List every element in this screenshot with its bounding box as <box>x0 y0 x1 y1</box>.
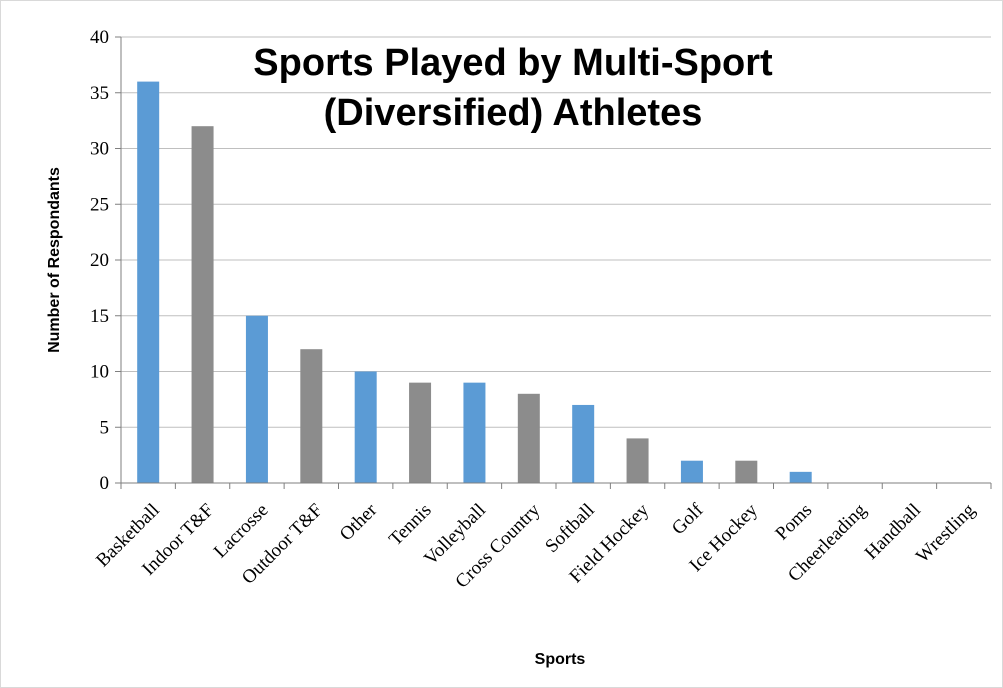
y-axis-label: Number of Respondants <box>46 167 63 353</box>
bar-other <box>354 371 377 483</box>
y-tick-label: 15 <box>90 306 109 327</box>
bar-lacrosse <box>245 315 268 483</box>
chart-title-line-2: (Diversified) Athletes <box>324 92 703 134</box>
bar-volleyball <box>463 382 486 483</box>
axes <box>115 36 992 489</box>
y-tick-label: 20 <box>90 250 109 271</box>
bar-softball <box>572 404 595 483</box>
y-tick-labels: 0 5 10 15 20 25 30 35 40 <box>90 27 109 494</box>
y-tick-label: 25 <box>90 194 109 215</box>
bars <box>137 81 812 483</box>
bar-golf <box>680 460 703 483</box>
bar-ice-hockey <box>735 460 758 483</box>
bar-cross-country <box>517 393 540 483</box>
y-tick-label: 5 <box>100 417 110 438</box>
bar-basketball <box>137 81 160 483</box>
y-tick-label: 30 <box>90 139 109 160</box>
bar-poms <box>789 471 812 483</box>
x-tick-label: Poms <box>771 500 816 545</box>
chart-title-line-1: Sports Played by Multi-Sport <box>253 42 773 84</box>
y-tick-label: 40 <box>90 27 109 48</box>
y-tick-label: 35 <box>90 83 109 104</box>
x-tick-label: Tennis <box>385 500 435 550</box>
bar-indoor-t-f <box>191 126 214 483</box>
x-tick-label: Wrestling <box>912 499 980 567</box>
bar-field-hockey <box>626 438 649 483</box>
bar-outdoor-t-f <box>300 349 323 483</box>
x-tick-label: Other <box>336 499 382 545</box>
y-tick-label: 0 <box>100 473 110 494</box>
y-tick-label: 10 <box>90 362 109 383</box>
x-axis-label: Sports <box>535 651 586 668</box>
bar-tennis <box>409 382 432 483</box>
x-tick-label: Golf <box>668 499 708 539</box>
